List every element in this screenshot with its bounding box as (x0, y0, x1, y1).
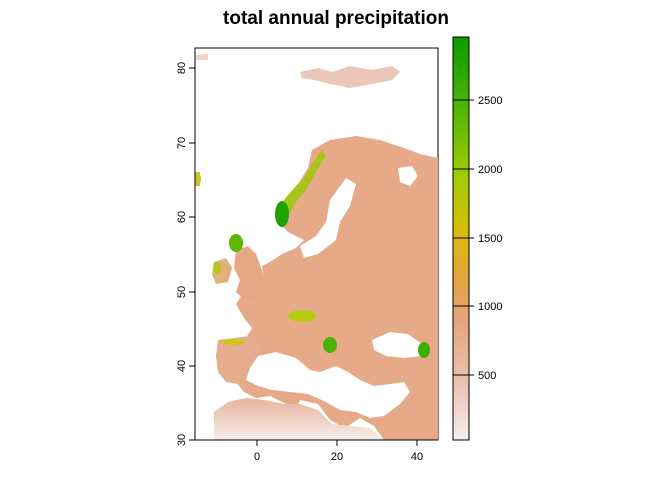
norway-peak-wet (275, 201, 289, 227)
north-africa (214, 398, 384, 440)
legend-tick-label: 500 (478, 370, 496, 382)
x-tick-label: 20 (331, 451, 343, 463)
y-tick-label: 40 (176, 360, 188, 372)
arctic-islands (300, 66, 400, 88)
y-tick-label: 50 (176, 286, 188, 298)
legend-colorbar: 500 1000 1500 2000 2500 (452, 36, 502, 441)
scotland-wet (229, 234, 243, 252)
caucasus-wet (418, 342, 430, 358)
y-tick-label: 30 (176, 434, 188, 446)
map-title: total annual precipitation (223, 8, 449, 29)
legend-tick-label: 2500 (478, 95, 502, 107)
y-tick-label: 70 (176, 137, 188, 149)
x-tick-label: 0 (254, 451, 260, 463)
y-tick-label: 80 (176, 62, 188, 74)
x-tick-label: 40 (411, 451, 423, 463)
legend-tick-label: 2000 (478, 164, 502, 176)
x-axis: 0 20 40 (195, 439, 438, 463)
baltic-sea (300, 178, 356, 258)
y-axis: 30 40 50 60 70 80 (176, 48, 196, 446)
far-arctic-islet (196, 54, 208, 60)
iberia-north-wet (221, 339, 245, 345)
legend-tick-label: 1000 (478, 301, 502, 313)
great-britain (234, 246, 266, 300)
ireland-west-wet (213, 262, 221, 274)
white-sea (398, 166, 418, 186)
balkans-wet (323, 337, 337, 353)
black-sea (372, 332, 422, 358)
land-europe (195, 54, 438, 440)
norway-coast-wet (278, 150, 326, 228)
iceland-wet (195, 173, 201, 185)
mediterranean-sea (246, 352, 410, 418)
alps-wet (288, 310, 316, 322)
y-tick-label: 60 (176, 211, 188, 223)
legend-tick-label: 1500 (478, 233, 502, 245)
